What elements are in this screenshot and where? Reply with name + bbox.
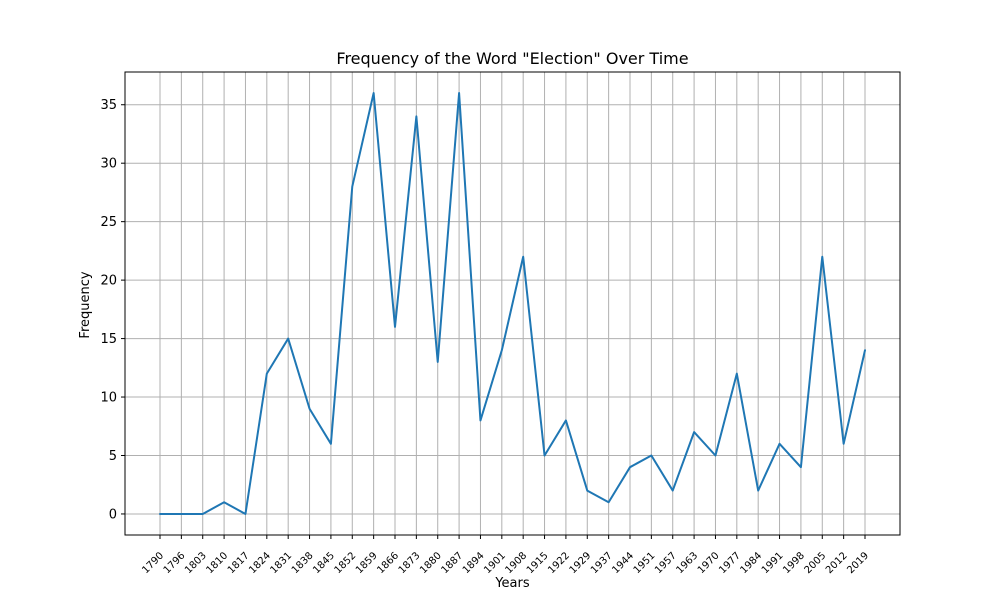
x-tick-label: 1810 — [204, 550, 230, 576]
x-tick-label: 1817 — [226, 550, 252, 576]
x-tick-label: 1901 — [482, 550, 508, 576]
x-tick-label: 2012 — [824, 550, 850, 576]
x-tick-label: 1880 — [418, 550, 444, 576]
x-tick-label: 1951 — [632, 550, 658, 576]
x-axis-label: Years — [494, 576, 530, 591]
x-tick-label: 1790 — [140, 550, 166, 576]
series-layer — [159, 92, 866, 515]
x-tick-label: 1845 — [311, 550, 337, 576]
x-tick-label: 1922 — [546, 550, 572, 576]
x-tick-label: 1824 — [247, 550, 273, 576]
x-tick-label: 1859 — [354, 550, 380, 576]
y-tick-label: 35 — [100, 98, 117, 113]
x-tick-label: 1887 — [439, 550, 465, 576]
x-tick-label: 1963 — [674, 550, 700, 576]
x-tick-label: 1991 — [760, 550, 786, 576]
x-tick-label: 1998 — [781, 550, 807, 576]
y-tick-label: 25 — [100, 215, 117, 230]
x-tick-label: 2019 — [845, 550, 871, 576]
x-tick-label: 1908 — [504, 550, 530, 576]
election-frequency-line — [159, 92, 866, 515]
y-tick-label: 10 — [100, 391, 117, 406]
y-tick-label: 5 — [109, 449, 117, 464]
x-tick-label: 1831 — [269, 550, 295, 576]
x-tick-label: 1803 — [183, 550, 209, 576]
axis-layer: 1790179618031810181718241831183818451852… — [100, 71, 901, 576]
x-tick-label: 1852 — [333, 550, 359, 576]
x-tick-label: 1796 — [162, 550, 188, 576]
grid-layer — [125, 72, 900, 535]
x-tick-label: 1984 — [739, 550, 765, 576]
y-tick-label: 15 — [100, 332, 117, 347]
x-tick-label: 1944 — [610, 550, 636, 576]
plot-frame — [124, 71, 901, 536]
x-tick-label: 1929 — [568, 550, 594, 576]
x-tick-label: 1915 — [525, 550, 551, 576]
x-tick-label: 1937 — [589, 550, 615, 576]
x-tick-label: 2005 — [803, 550, 829, 576]
x-tick-label: 1866 — [375, 550, 401, 576]
label-layer: Frequency of the Word "Election" Over Ti… — [78, 49, 689, 591]
y-axis-label: Frequency — [78, 271, 93, 338]
y-tick-label: 30 — [100, 157, 117, 172]
chart-title: Frequency of the Word "Election" Over Ti… — [336, 49, 688, 68]
x-tick-label: 1957 — [653, 550, 679, 576]
y-tick-label: 20 — [100, 274, 117, 289]
x-tick-label: 1970 — [696, 550, 722, 576]
x-tick-label: 1838 — [290, 550, 316, 576]
x-tick-label: 1977 — [717, 550, 743, 576]
x-tick-label: 1894 — [461, 550, 487, 576]
y-tick-label: 0 — [109, 507, 117, 522]
x-tick-label: 1873 — [397, 550, 423, 576]
